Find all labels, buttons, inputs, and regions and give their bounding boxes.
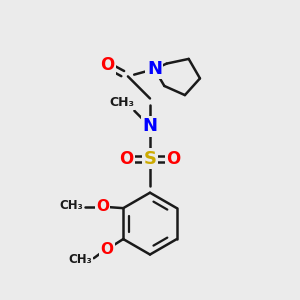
Text: O: O (100, 56, 114, 74)
Text: CH₃: CH₃ (69, 253, 92, 266)
Text: O: O (167, 150, 181, 168)
Text: O: O (96, 199, 109, 214)
Text: N: N (142, 117, 158, 135)
Text: N: N (147, 60, 162, 78)
Text: CH₃: CH₃ (110, 96, 134, 110)
Text: O: O (100, 242, 113, 257)
Text: O: O (119, 150, 134, 168)
Text: S: S (143, 150, 157, 168)
Text: CH₃: CH₃ (60, 199, 83, 212)
